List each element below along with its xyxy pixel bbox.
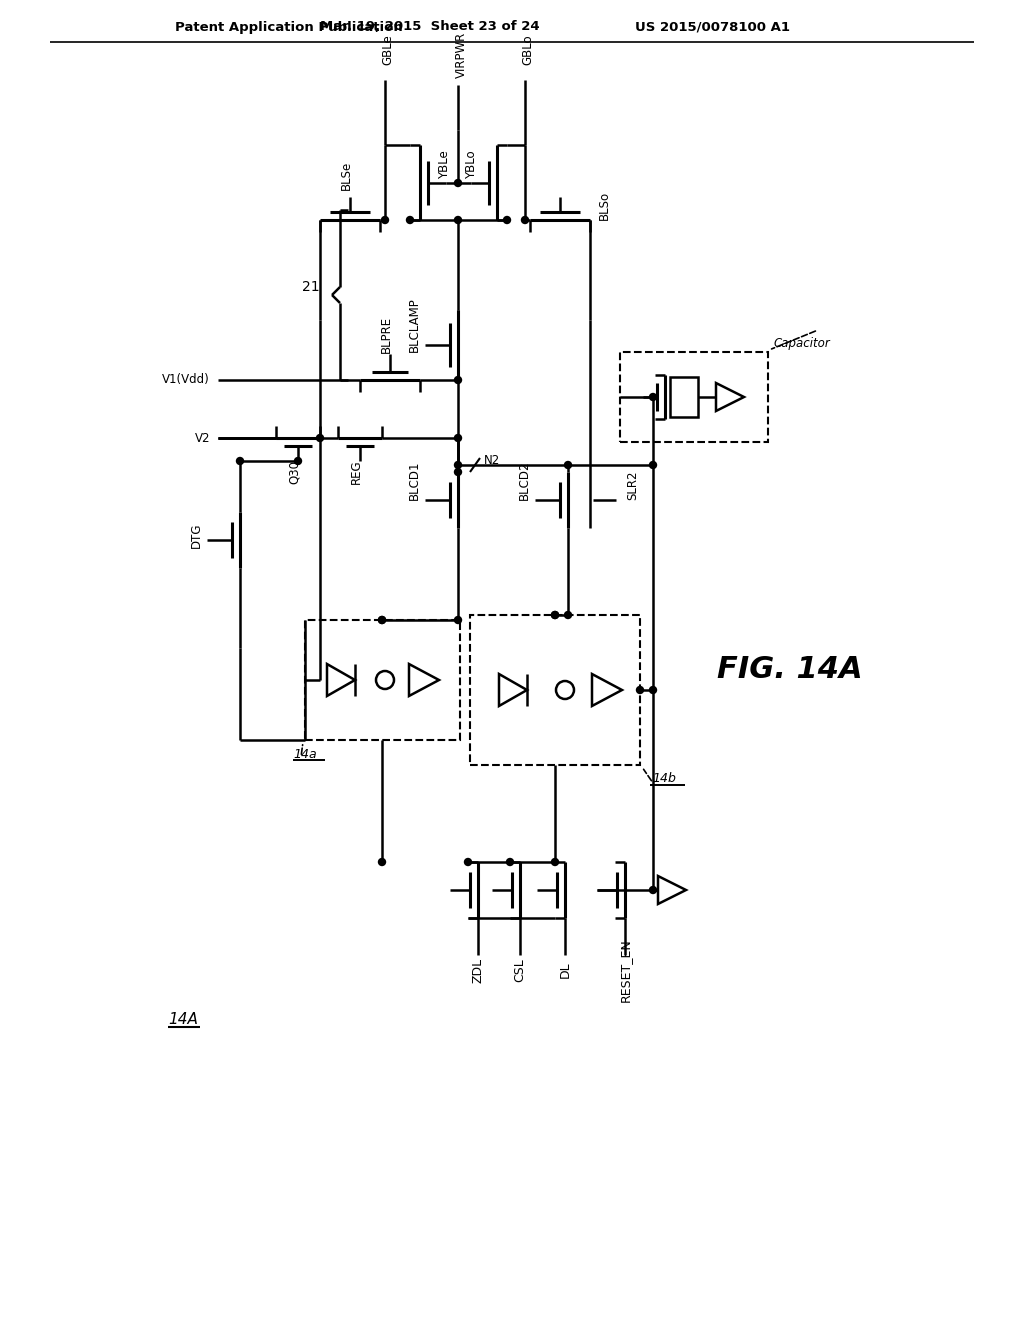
Text: YBLe: YBLe: [438, 150, 452, 180]
Text: BLCLAMP: BLCLAMP: [408, 297, 421, 352]
Text: REG: REG: [349, 459, 362, 484]
Circle shape: [504, 216, 511, 223]
Circle shape: [521, 216, 528, 223]
Text: US 2015/0078100 A1: US 2015/0078100 A1: [635, 21, 790, 33]
Text: Capacitor: Capacitor: [773, 338, 829, 351]
Circle shape: [465, 858, 471, 866]
Circle shape: [455, 462, 462, 469]
Circle shape: [379, 616, 385, 623]
Text: ZDL: ZDL: [471, 957, 484, 982]
Text: FIG. 14A: FIG. 14A: [717, 656, 863, 685]
Text: GBLe: GBLe: [382, 34, 394, 66]
Text: DTG: DTG: [189, 523, 203, 548]
Text: SLR2: SLR2: [626, 470, 639, 500]
Bar: [305, 620, 460, 741]
Bar: [470, 615, 640, 766]
Circle shape: [382, 216, 388, 223]
Circle shape: [649, 887, 656, 894]
Circle shape: [637, 686, 643, 693]
Text: BLCD2: BLCD2: [517, 461, 530, 500]
Text: YBLo: YBLo: [466, 150, 478, 180]
Circle shape: [295, 458, 301, 465]
Circle shape: [564, 462, 571, 469]
Text: BLSe: BLSe: [340, 160, 352, 190]
Circle shape: [407, 216, 414, 223]
Text: V2: V2: [195, 432, 210, 445]
Text: N2: N2: [484, 454, 501, 466]
Circle shape: [455, 180, 462, 186]
Circle shape: [455, 469, 462, 475]
Text: Mar. 19, 2015  Sheet 23 of 24: Mar. 19, 2015 Sheet 23 of 24: [321, 21, 540, 33]
Circle shape: [552, 611, 558, 619]
Circle shape: [455, 376, 462, 384]
Text: BLSo: BLSo: [598, 190, 611, 219]
Circle shape: [379, 616, 385, 623]
Text: BLCD1: BLCD1: [408, 461, 421, 500]
Circle shape: [649, 462, 656, 469]
Text: VIRPWR: VIRPWR: [455, 32, 468, 78]
Text: Patent Application Publication: Patent Application Publication: [175, 21, 402, 33]
Circle shape: [455, 216, 462, 223]
Text: 14b: 14b: [652, 772, 676, 785]
Circle shape: [649, 686, 656, 693]
Bar: [670, 378, 698, 417]
Text: RESET_EN: RESET_EN: [618, 939, 632, 1002]
Circle shape: [649, 393, 656, 400]
Circle shape: [507, 858, 513, 866]
Text: CSL: CSL: [513, 958, 526, 982]
Bar: [620, 352, 768, 442]
Text: BLPRE: BLPRE: [380, 315, 392, 352]
Circle shape: [455, 434, 462, 441]
Text: 14A: 14A: [168, 1012, 198, 1027]
Circle shape: [455, 616, 462, 623]
Circle shape: [316, 434, 324, 441]
Text: 21: 21: [302, 280, 319, 294]
Circle shape: [379, 858, 385, 866]
Text: 14a: 14a: [293, 747, 316, 760]
Text: DL: DL: [558, 962, 571, 978]
Text: Q30: Q30: [288, 459, 300, 484]
Text: V1(Vdd): V1(Vdd): [162, 374, 210, 387]
Circle shape: [552, 858, 558, 866]
Circle shape: [564, 611, 571, 619]
Circle shape: [237, 458, 244, 465]
Circle shape: [552, 611, 558, 619]
Text: GBLo: GBLo: [521, 34, 535, 65]
